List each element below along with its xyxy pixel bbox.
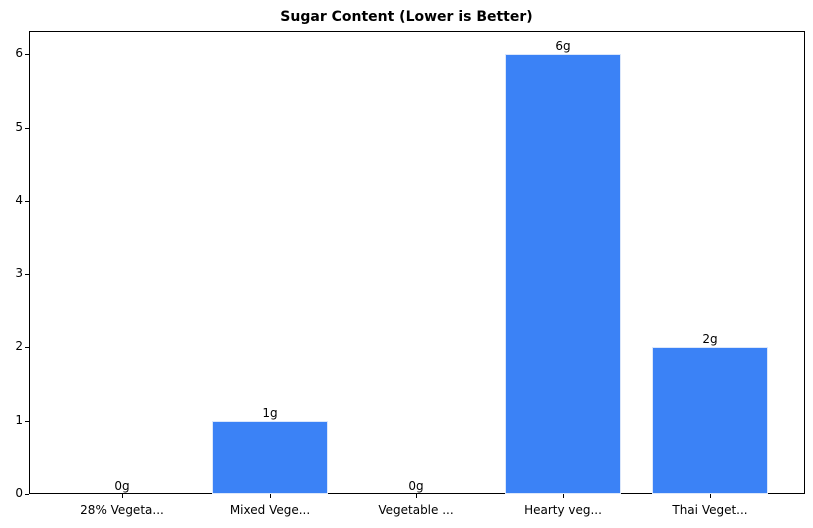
- data-label: 0g: [114, 479, 130, 493]
- y-tick-label: 5: [15, 119, 23, 134]
- bar: [212, 420, 328, 494]
- plot-area: [29, 31, 805, 494]
- y-tick-mark: [25, 347, 29, 349]
- data-label: 6g: [555, 39, 571, 54]
- x-tick-label: Thai Veget...: [672, 503, 748, 517]
- y-tick-label: 0: [15, 486, 23, 500]
- y-tick-label: 2: [15, 339, 23, 354]
- data-label: 1g: [262, 405, 278, 420]
- y-tick-label: 3: [15, 266, 23, 281]
- y-tick-mark: [25, 200, 29, 202]
- y-tick-mark: [25, 494, 29, 495]
- y-tick-mark: [25, 420, 29, 422]
- x-tick-mark: [270, 494, 271, 498]
- y-tick-mark: [25, 54, 29, 56]
- x-tick-label: 28% Vegeta...: [80, 503, 164, 517]
- x-tick-mark: [563, 494, 564, 498]
- y-tick-label: 1: [15, 412, 23, 427]
- x-tick-mark: [416, 494, 417, 498]
- x-tick-label: Hearty veg...: [524, 503, 602, 517]
- x-tick-label: Mixed Vege...: [229, 503, 311, 517]
- bar: [652, 347, 768, 494]
- y-tick-mark: [25, 127, 29, 129]
- chart-title: Sugar Content (Lower is Better): [280, 9, 533, 25]
- data-label: 0g: [408, 479, 424, 493]
- x-tick-mark: [710, 494, 711, 498]
- x-tick-label: Vegetable ...: [378, 503, 454, 517]
- x-tick-mark: [122, 494, 123, 498]
- bar: [505, 54, 621, 494]
- y-tick-label: 4: [15, 192, 23, 207]
- data-label: 2g: [702, 332, 718, 347]
- y-tick-mark: [25, 274, 29, 276]
- y-tick-label: 6: [15, 46, 23, 61]
